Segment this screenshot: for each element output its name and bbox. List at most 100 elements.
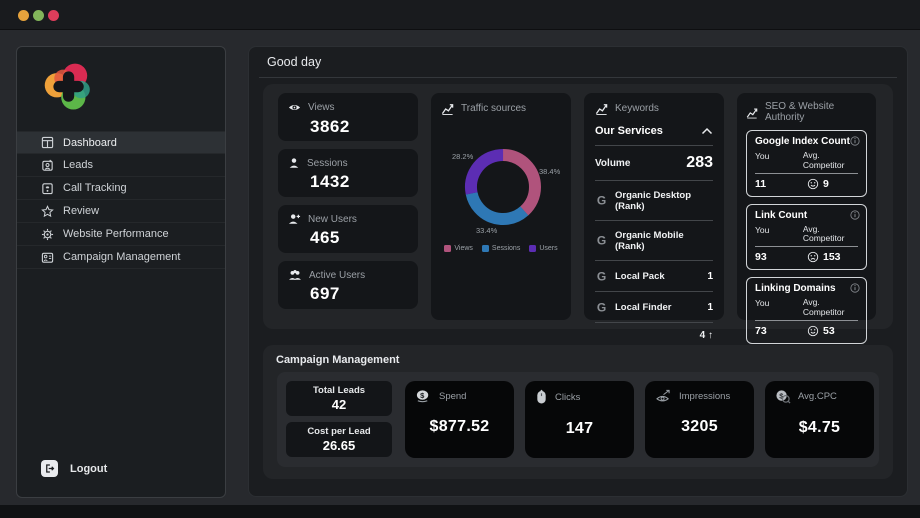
line-chart-icon	[595, 104, 608, 115]
main-content: Good day Views 3862 Sessions 1432 New Us…	[248, 46, 908, 497]
window-minimize-button[interactable]	[18, 10, 29, 21]
sidebar-item-dashboard[interactable]: Dashboard	[17, 131, 225, 154]
google-icon: G	[597, 301, 606, 314]
seo-sub-title: Link Count	[755, 209, 808, 221]
keyword-row-organic-desktop[interactable]: G Organic Desktop (Rank)	[595, 181, 713, 221]
sidebar-item-call-tracking[interactable]: Call Tracking	[17, 177, 225, 200]
sidebar-item-website-performance[interactable]: Website Performance	[17, 223, 225, 246]
stat-label: Active Users	[309, 269, 366, 281]
keywords-group-name: Our Services	[595, 125, 663, 137]
info-icon[interactable]	[850, 136, 860, 146]
cost-per-lead-card: Cost per Lead 26.65	[286, 422, 392, 457]
avg-cpc-value: $4.75	[798, 419, 841, 436]
legend-label: Users	[539, 245, 558, 252]
competitor-label: Avg. Competitor	[802, 223, 845, 244]
total-leads-card: Total Leads 42	[286, 381, 392, 416]
spend-card: $ Spend $877.52	[405, 381, 514, 458]
keywords-group-toggle[interactable]: Our Services	[595, 125, 713, 146]
keyword-value: 1	[707, 270, 713, 282]
legend-swatch-sessions	[481, 245, 489, 252]
sidebar-item-leads[interactable]: Leads	[17, 154, 225, 177]
campaign-management-panel: Campaign Management Total Leads 42 Cost …	[263, 345, 893, 479]
google-icon: G	[597, 270, 606, 283]
logout-button[interactable]: Logout	[41, 460, 107, 477]
sidebar-item-label: Campaign Management	[63, 251, 181, 263]
stat-value: 465	[310, 228, 340, 247]
logout-label: Logout	[70, 462, 108, 475]
stat-value: 1432	[310, 172, 350, 191]
you-label: You	[755, 224, 770, 235]
sidebar-item-label: Website Performance	[63, 228, 169, 240]
window-close-button[interactable]	[48, 10, 59, 21]
sidebar-item-label: Leads	[63, 159, 93, 171]
svg-text:G: G	[597, 234, 606, 247]
traffic-donut-chart	[461, 145, 545, 229]
seo-sub-title: Linking Domains	[755, 283, 836, 295]
seo-sub-title: Google Index Count	[755, 136, 850, 147]
page-title: Good day	[259, 47, 897, 78]
donut-pct-views: 38.4%	[539, 167, 561, 176]
keywords-footer-count[interactable]: 4 ↑	[699, 330, 713, 341]
you-value: 11	[755, 177, 767, 190]
seo-title: SEO & Website Authority	[764, 101, 835, 123]
svg-text:$: $	[779, 391, 784, 400]
seo-sub-card-link-count: Link Count You Avg. Competitor 93 153	[746, 203, 867, 271]
campaign-cards-container: Total Leads 42 Cost per Lead 26.65 $ Spe…	[277, 372, 879, 467]
logo-clover-icon	[44, 63, 90, 110]
keyword-row-organic-mobile[interactable]: G Organic Mobile (Rank)	[595, 221, 713, 261]
keyword-label: Local Pack	[615, 270, 665, 282]
users-icon	[289, 270, 301, 280]
line-chart-icon	[746, 107, 758, 118]
stat-label: Views	[308, 102, 335, 113]
campaign-title: Campaign Management	[276, 354, 400, 366]
legend-item-sessions: Sessions	[481, 245, 521, 252]
you-label: You	[755, 298, 770, 309]
traffic-sources-title: Traffic sources	[461, 103, 527, 114]
you-value: 93	[755, 251, 767, 264]
impressions-eye-icon	[656, 389, 670, 402]
keywords-volume-row: Volume 283	[595, 146, 713, 181]
seo-authority-card: SEO & Website Authority Google Index Cou…	[737, 93, 876, 344]
coin-search-icon: $	[776, 390, 791, 404]
sidebar-item-review[interactable]: Review	[17, 200, 225, 223]
keyword-row-local-finder[interactable]: G Local Finder 1	[595, 292, 713, 323]
cost-per-lead-label: Cost per Lead	[307, 426, 371, 437]
seo-sub-card-linking-domains: Linking Domains You Avg. Competitor 73 53	[746, 277, 867, 344]
spend-label: Spend	[439, 390, 467, 402]
sidebar-menu: Dashboard Leads Call Tracking Review Web…	[17, 131, 225, 269]
stat-value: 697	[310, 284, 340, 303]
avg-cpc-label: Avg.CPC	[798, 391, 837, 402]
competitor-value: 153	[823, 251, 841, 264]
keyword-row-local-pack[interactable]: G Local Pack 1	[595, 261, 713, 292]
chevron-up-icon	[701, 127, 713, 135]
info-icon[interactable]	[850, 283, 860, 293]
volume-value: 283	[686, 154, 713, 171]
user-icon	[289, 158, 299, 168]
keywords-title: Keywords	[615, 103, 659, 114]
sad-face-icon	[807, 251, 819, 263]
sidebar-item-campaign-management[interactable]: Campaign Management	[17, 246, 225, 269]
legend-swatch-views	[444, 245, 452, 252]
legend-label: Views	[454, 245, 473, 252]
keyword-label: Local Finder	[615, 301, 672, 313]
info-icon[interactable]	[850, 209, 860, 220]
stat-value: 3862	[310, 117, 350, 136]
sidebar-item-label: Review	[63, 205, 100, 217]
keywords-card: Keywords Our Services Volume 283 G Organ…	[584, 93, 724, 341]
stat-label: Sessions	[307, 157, 348, 169]
dashboard-icon	[41, 136, 54, 149]
stat-label: New Users	[308, 213, 357, 225]
google-icon: G	[597, 234, 606, 247]
window-maximize-button[interactable]	[33, 10, 44, 21]
stat-card-new-users: New Users 465	[278, 205, 418, 253]
line-chart-icon	[441, 104, 454, 115]
clicks-label: Clicks	[555, 391, 581, 403]
legend-item-views: Views	[444, 245, 473, 252]
impressions-value: 3205	[681, 418, 718, 435]
legend-label: Sessions	[491, 245, 521, 252]
spend-value: $877.52	[429, 418, 490, 435]
keyword-label: Organic Mobile (Rank)	[615, 229, 684, 252]
competitor-value-group: 53	[807, 325, 835, 337]
user-plus-icon	[288, 214, 301, 224]
eye-icon	[288, 104, 301, 111]
